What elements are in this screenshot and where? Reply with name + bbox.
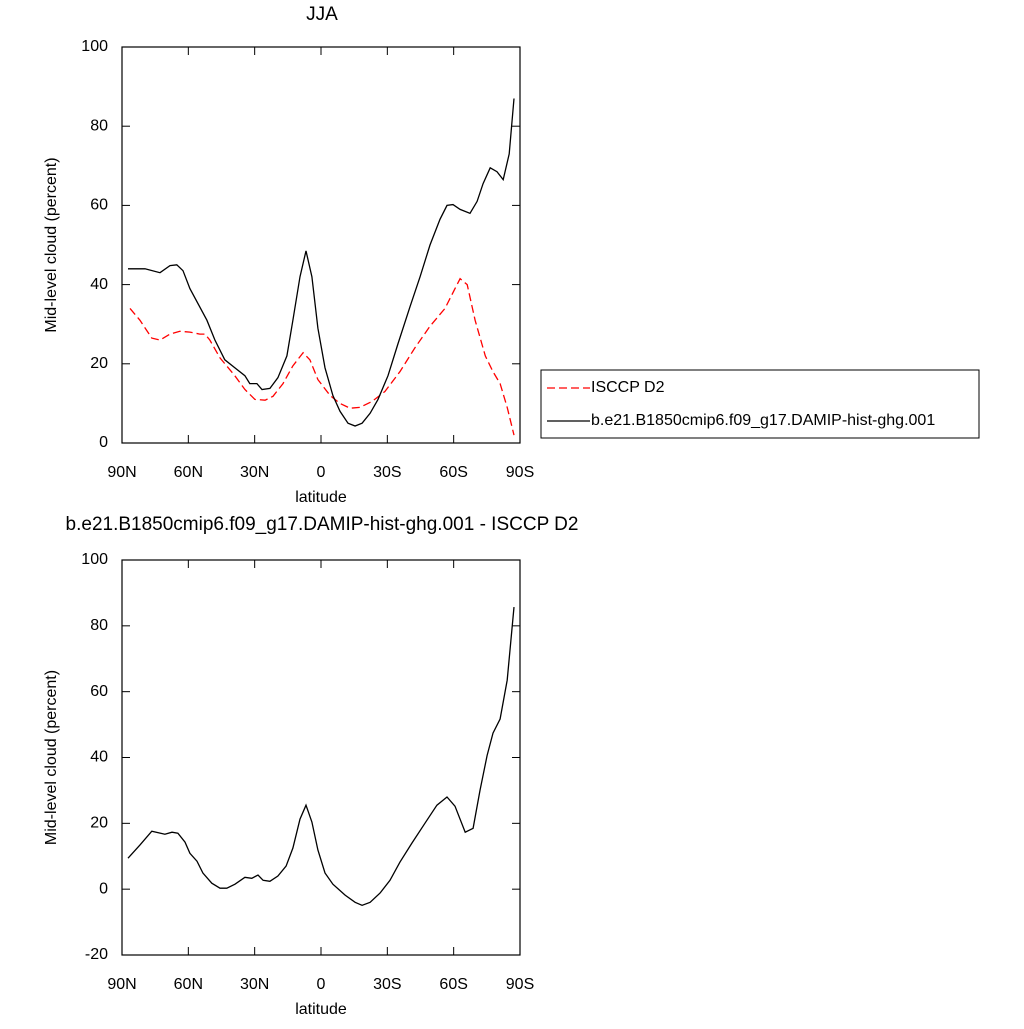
y-tick-label: 20 (90, 355, 108, 372)
y-tick-label: 0 (99, 434, 108, 451)
plot-frame (121, 559, 521, 956)
y-tick-label: 0 (99, 880, 108, 897)
x-tick-label: 0 (317, 464, 326, 481)
x-tick-label: 60N (174, 976, 203, 993)
x-tick-label: 60S (439, 464, 467, 481)
legend-box (540, 369, 980, 439)
y-axis-label: Mid-level cloud (percent) (43, 157, 60, 332)
y-tick-label: -20 (85, 946, 108, 963)
y-tick-label: 80 (90, 117, 108, 134)
x-tick-label: 0 (317, 976, 326, 993)
x-tick-label: 90N (107, 976, 136, 993)
y-tick-label: 60 (90, 683, 108, 700)
x-tick-label: 30S (373, 976, 401, 993)
y-tick-label: 40 (90, 276, 108, 293)
x-tick-label: 90N (107, 464, 136, 481)
data-line (127, 607, 515, 907)
y-tick-label: 80 (90, 617, 108, 634)
data-line (128, 98, 515, 427)
chart-title: b.e21.B1850cmip6.f09_g17.DAMIP-hist-ghg.… (66, 514, 579, 535)
x-axis-label: latitude (295, 1001, 347, 1018)
x-tick-label: 30N (240, 976, 269, 993)
x-tick-label: 90S (506, 464, 534, 481)
legend-label: ISCCP D2 (591, 379, 665, 396)
y-tick-label: 40 (90, 749, 108, 766)
legend-label: b.e21.B1850cmip6.f09_g17.DAMIP-hist-ghg.… (591, 412, 935, 429)
x-tick-label: 60S (439, 976, 467, 993)
y-tick-label: 100 (81, 38, 108, 55)
chart-title: JJA (306, 4, 338, 25)
x-tick-label: 30S (373, 464, 401, 481)
data-line (129, 277, 515, 436)
y-tick-label: 100 (81, 551, 108, 568)
y-tick-label: 60 (90, 197, 108, 214)
x-tick-label: 60N (174, 464, 203, 481)
x-axis-label: latitude (295, 489, 347, 506)
x-tick-label: 90S (506, 976, 534, 993)
y-axis-label: Mid-level cloud (percent) (43, 670, 60, 845)
x-tick-label: 30N (240, 464, 269, 481)
y-tick-label: 20 (90, 815, 108, 832)
